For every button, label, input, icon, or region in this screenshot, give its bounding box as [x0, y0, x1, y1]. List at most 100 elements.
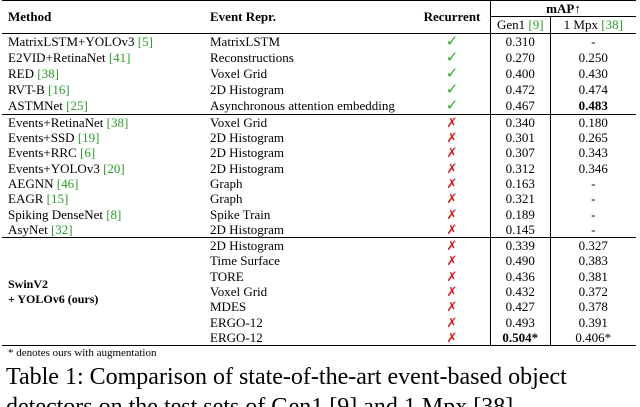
method-name: EAGR: [8, 191, 44, 207]
map-cell: 0.180: [549, 113, 636, 130]
recurrent-mark: ✗: [446, 268, 458, 284]
repr-cell: Voxel Grid: [210, 66, 268, 82]
map-cell: -: [549, 175, 636, 192]
method-name: ASTMNet: [8, 98, 63, 114]
recurrent-mark: ✗: [446, 160, 458, 176]
col-head: Event Repr.: [210, 9, 276, 25]
map-cell: 0.381: [549, 268, 636, 284]
repr-cell: ERGO-12: [210, 329, 263, 345]
method-cell: Spiking DenseNet [8]: [2, 206, 204, 222]
recurrent-cell: ✗: [414, 236, 491, 254]
table-row: Events+SSD [19] 2D Histogram ✗ 0.301 0.265: [2, 129, 636, 146]
citation: [19]: [77, 130, 100, 146]
method-name: RED: [8, 66, 34, 82]
citation: [38]: [37, 66, 59, 82]
footnote: * denotes ours with augmentation: [2, 345, 636, 362]
recurrent-cell: ✓: [414, 82, 491, 98]
map-cell: 0.483: [549, 97, 636, 115]
recurrent-mark: ✗: [446, 191, 458, 207]
repr-cell: MatrixLSTM: [204, 32, 414, 50]
map-cell: 0.406*: [549, 329, 636, 346]
method-cell: Events+YOLOv3 [20]: [2, 160, 204, 176]
recurrent-cell: ✓: [414, 66, 491, 82]
recurrent-mark: ✓: [445, 33, 459, 50]
map-cell: 0.504*: [490, 329, 551, 346]
recurrent-mark: ✓: [445, 97, 459, 114]
map-cell: 0.265: [549, 129, 636, 146]
method-name: Spiking DenseNet: [8, 206, 103, 222]
map-cell: 0.270: [490, 49, 551, 66]
table-row: Voxel Grid ✗ 0.432 0.372: [2, 283, 636, 300]
col-head-text: 1 Mpx: [563, 17, 598, 33]
method-name: Events+RRC: [8, 145, 77, 161]
method-cell: AEGNN [46]: [2, 176, 204, 191]
repr-cell: Voxel Grid: [210, 284, 268, 299]
citation: [9]: [528, 17, 544, 33]
recurrent-mark: ✓: [445, 81, 459, 98]
repr-cell: 2D Histogram: [210, 145, 285, 161]
table-row: EAGR [15] Graph ✗ 0.321-: [2, 191, 636, 207]
recurrent-mark: ✗: [446, 145, 458, 161]
table-row: Events+RetinaNet [38] Voxel Grid ✗ 0.340 0.1…: [2, 113, 636, 130]
map-cell: 0.472: [490, 81, 551, 98]
map-cell: 0.340: [490, 113, 551, 130]
recurrent-cell: ✗: [414, 314, 491, 330]
repr-cell: ERGO-12: [210, 314, 263, 330]
citation: [46]: [56, 175, 79, 191]
map-cell: -: [549, 206, 636, 222]
table-row: AEGNN [46] Graph ✗ 0.163-: [2, 175, 636, 192]
col-head: 1 Mpx [38]: [549, 16, 636, 34]
map-cell: 0.432: [490, 283, 551, 300]
recurrent-cell: ✗: [414, 176, 491, 191]
table-row: SwinV2 + YOLOv6 (ours) 2D Histogram ✗ 0.339 0…: [2, 236, 636, 346]
method-cell: EAGR [15]: [2, 191, 204, 206]
map-cell: 0.378: [549, 299, 636, 315]
table-row: ERGO-12 ✗ 0.504* 0.406*: [2, 329, 636, 346]
map-cell: 0.163: [490, 175, 551, 192]
method-name: Events+SSD: [8, 130, 75, 146]
recurrent-mark: ✗: [446, 114, 458, 130]
repr-cell: Graph: [210, 191, 243, 207]
col-head: mAP↑: [490, 0, 636, 17]
recurrent-mark: ✓: [445, 49, 459, 66]
map-cell: 0.301: [490, 129, 551, 146]
method-name: MatrixLSTM+YOLOv3: [8, 34, 135, 50]
table-row: Events+YOLOv3 [20] 2D Histogram ✗ 0.312 0.34…: [2, 160, 636, 176]
recurrent-cell: ✓: [414, 50, 491, 66]
recurrent-mark: ✗: [446, 130, 458, 146]
recurrent-cell: ✗: [414, 206, 491, 222]
method-cell: Events+RRC [6]: [2, 145, 204, 160]
map-cell: -: [549, 221, 636, 238]
recurrent-mark: ✗: [446, 206, 458, 222]
map-cell: 0.427: [490, 299, 551, 315]
recurrent-mark: ✗: [446, 221, 458, 237]
map-cell: 0.430: [549, 65, 636, 82]
recurrent-cell: ✗: [414, 330, 491, 346]
map-cell: 0.321: [490, 191, 551, 207]
repr-cell: Asynchronous attention embedding: [210, 98, 395, 114]
map-cell: -: [549, 32, 636, 50]
recurrent-cell: ✗: [414, 299, 491, 314]
recurrent-cell: ✗: [414, 284, 491, 299]
recurrent-mark: ✗: [446, 329, 458, 345]
method-name: Events+YOLOv3: [8, 160, 100, 176]
map-cell: 0.436: [490, 268, 551, 284]
table-row: MDES ✗ 0.427 0.378: [2, 299, 636, 315]
recurrent-cell: ✓: [414, 32, 491, 50]
recurrent-mark: ✓: [445, 65, 459, 82]
repr-cell: 2D Histogram: [210, 160, 285, 176]
table-row: RED [38] Voxel Grid ✓ 0.400 0.430: [2, 65, 636, 82]
method-cell: ASTMNet [25]: [2, 98, 204, 115]
recurrent-cell: ✗: [414, 222, 491, 238]
repr-cell: TORE: [210, 268, 244, 284]
method-name: SwinV2: [8, 276, 49, 291]
footnote-row: * denotes ours with augmentation: [2, 345, 636, 362]
repr-cell: 2D Histogram: [210, 221, 285, 237]
citation: [20]: [103, 160, 125, 176]
caption: Table 1: Comparison of state-of-the-art …: [6, 364, 567, 407]
citation: [25]: [66, 98, 88, 114]
col-head: Gen1 [9]: [490, 16, 551, 34]
citation: [15]: [46, 191, 69, 207]
recurrent-cell: ✗: [414, 113, 491, 130]
